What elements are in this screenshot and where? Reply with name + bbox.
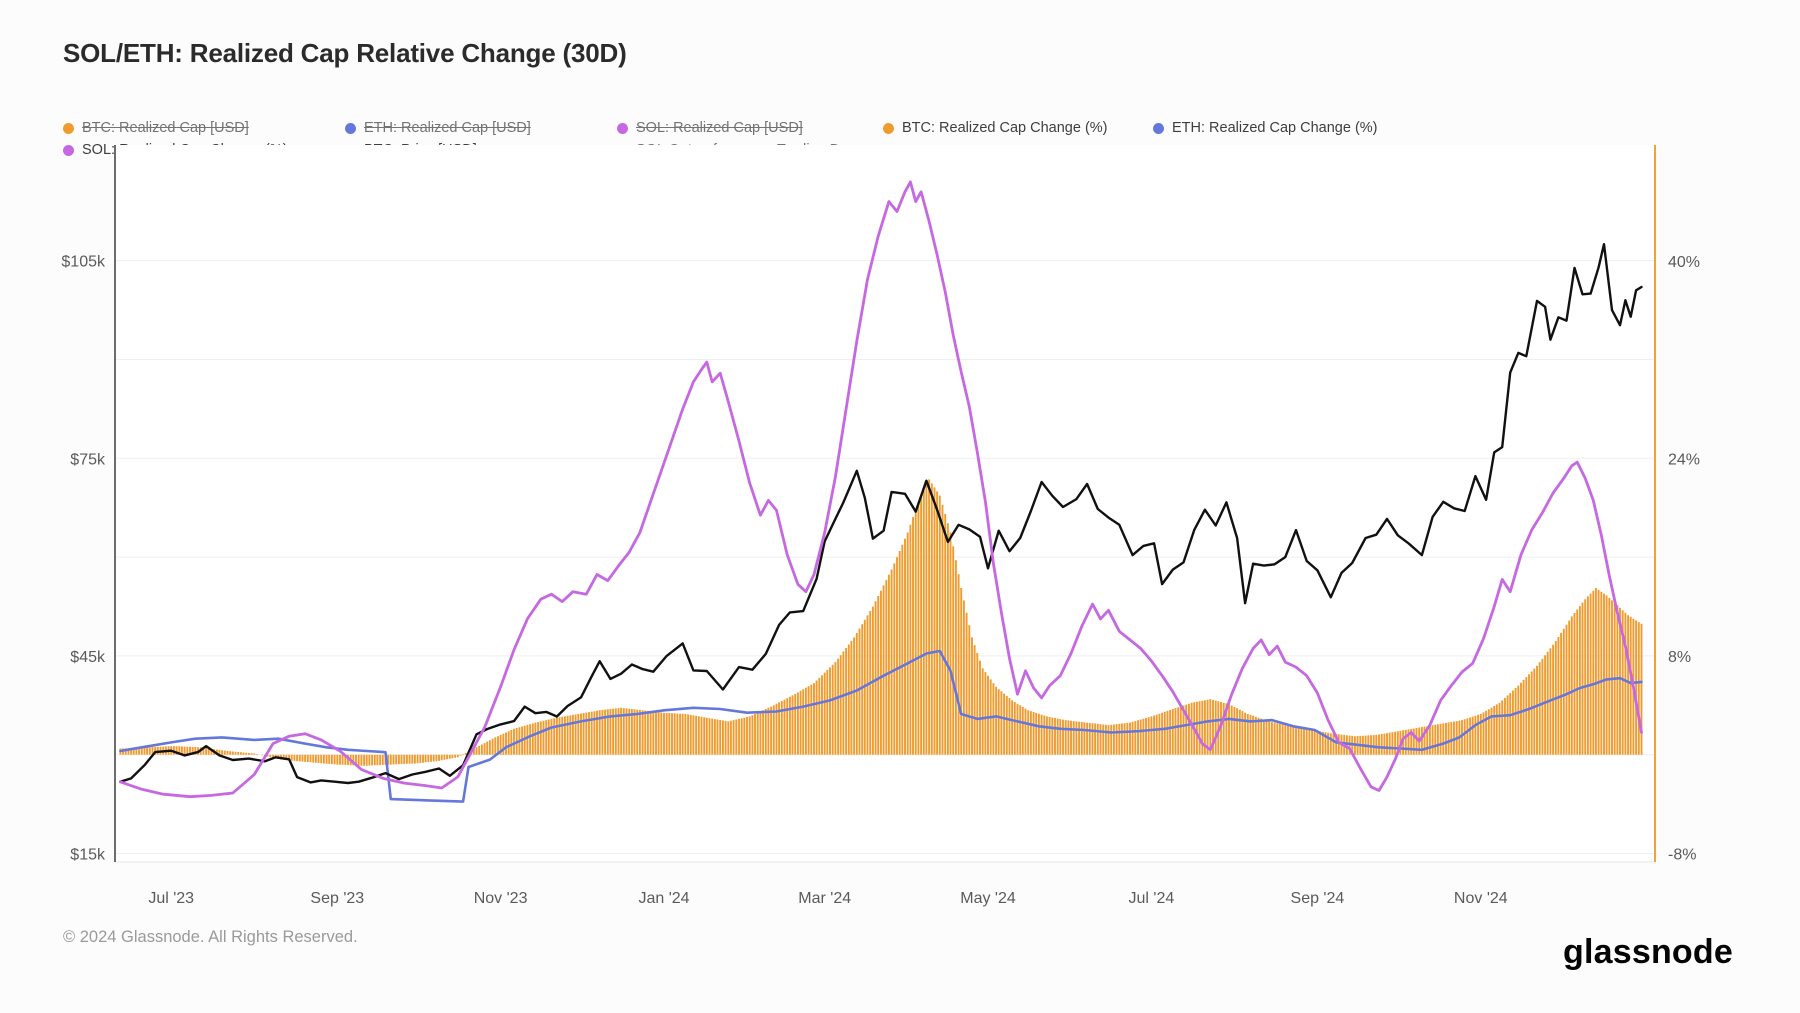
y-axis-right-label: 8%	[1668, 649, 1691, 666]
x-axis-label: Jan '24	[638, 890, 689, 907]
y-axis-left-label: $105k	[61, 254, 106, 271]
line-series-2	[119, 242, 1643, 785]
legend-dot-icon	[883, 122, 894, 134]
legend-item-0[interactable]: BTC: Realized Cap [USD]	[63, 120, 345, 136]
x-axis-label: Jul '23	[148, 890, 194, 907]
x-axis-label: May '24	[960, 890, 1016, 907]
x-axis-label: Sep '23	[310, 890, 364, 907]
y-axis-left-label: $15k	[70, 847, 106, 864]
legend-item-3[interactable]: BTC: Realized Cap Change (%)	[883, 120, 1153, 136]
y-axis-right-label: 24%	[1668, 451, 1700, 468]
legend-item-label: BTC: Realized Cap Change (%)	[902, 120, 1108, 136]
legend-dot-icon	[63, 122, 74, 134]
page-title: SOL/ETH: Realized Cap Relative Change (3…	[63, 38, 627, 68]
y-axis-right-label: -8%	[1668, 846, 1696, 863]
legend-item-4[interactable]: ETH: Realized Cap Change (%)	[1153, 120, 1763, 136]
legend-dot-icon	[345, 122, 356, 134]
copyright-text: © 2024 Glassnode. All Rights Reserved.	[63, 928, 358, 946]
legend-dot-icon	[1153, 122, 1164, 134]
x-axis-label: Sep '24	[1291, 890, 1345, 907]
legend-item-label: SOL: Realized Cap [USD]	[636, 120, 803, 136]
x-axis-label: Jul '24	[1129, 890, 1175, 907]
legend-item-label: BTC: Realized Cap [USD]	[82, 120, 249, 136]
line-series-1	[119, 649, 1643, 803]
glassnode-logo[interactable]: glassnode	[1563, 933, 1733, 971]
legend-dot-icon	[617, 122, 628, 134]
x-axis-label: Nov '24	[1454, 890, 1508, 907]
legend-item-2[interactable]: SOL: Realized Cap [USD]	[617, 120, 883, 136]
legend-item-label: ETH: Realized Cap [USD]	[364, 120, 531, 136]
line-series-3	[119, 180, 1643, 799]
legend-item-1[interactable]: ETH: Realized Cap [USD]	[345, 120, 617, 136]
y-axis-left-label: $75k	[70, 451, 106, 468]
legend-dot-icon	[63, 144, 74, 156]
x-axis-label: Mar '24	[798, 890, 851, 907]
x-axis-label: Nov '23	[474, 890, 528, 907]
y-axis-right-label: 40%	[1668, 254, 1700, 271]
y-axis-left-label: $45k	[70, 649, 106, 666]
legend-item-label: ETH: Realized Cap Change (%)	[1172, 120, 1378, 136]
